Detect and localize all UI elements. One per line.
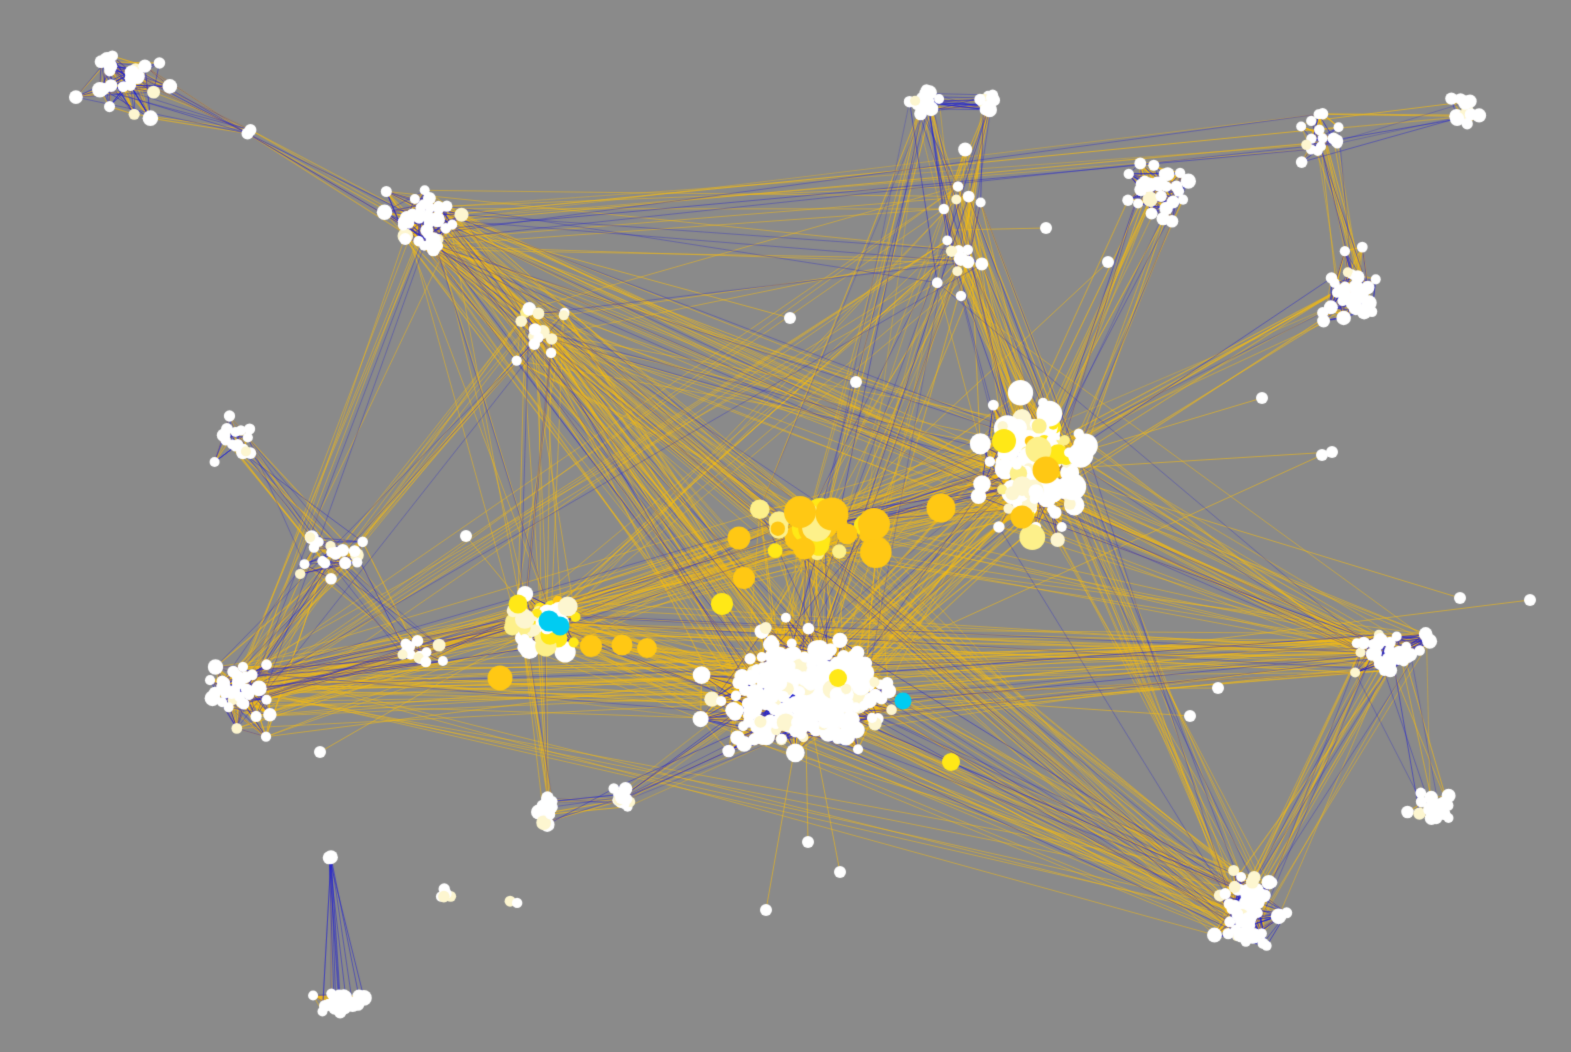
network-graph-canvas[interactable]: [0, 0, 1571, 1052]
graph-viewport: [0, 0, 1571, 1052]
